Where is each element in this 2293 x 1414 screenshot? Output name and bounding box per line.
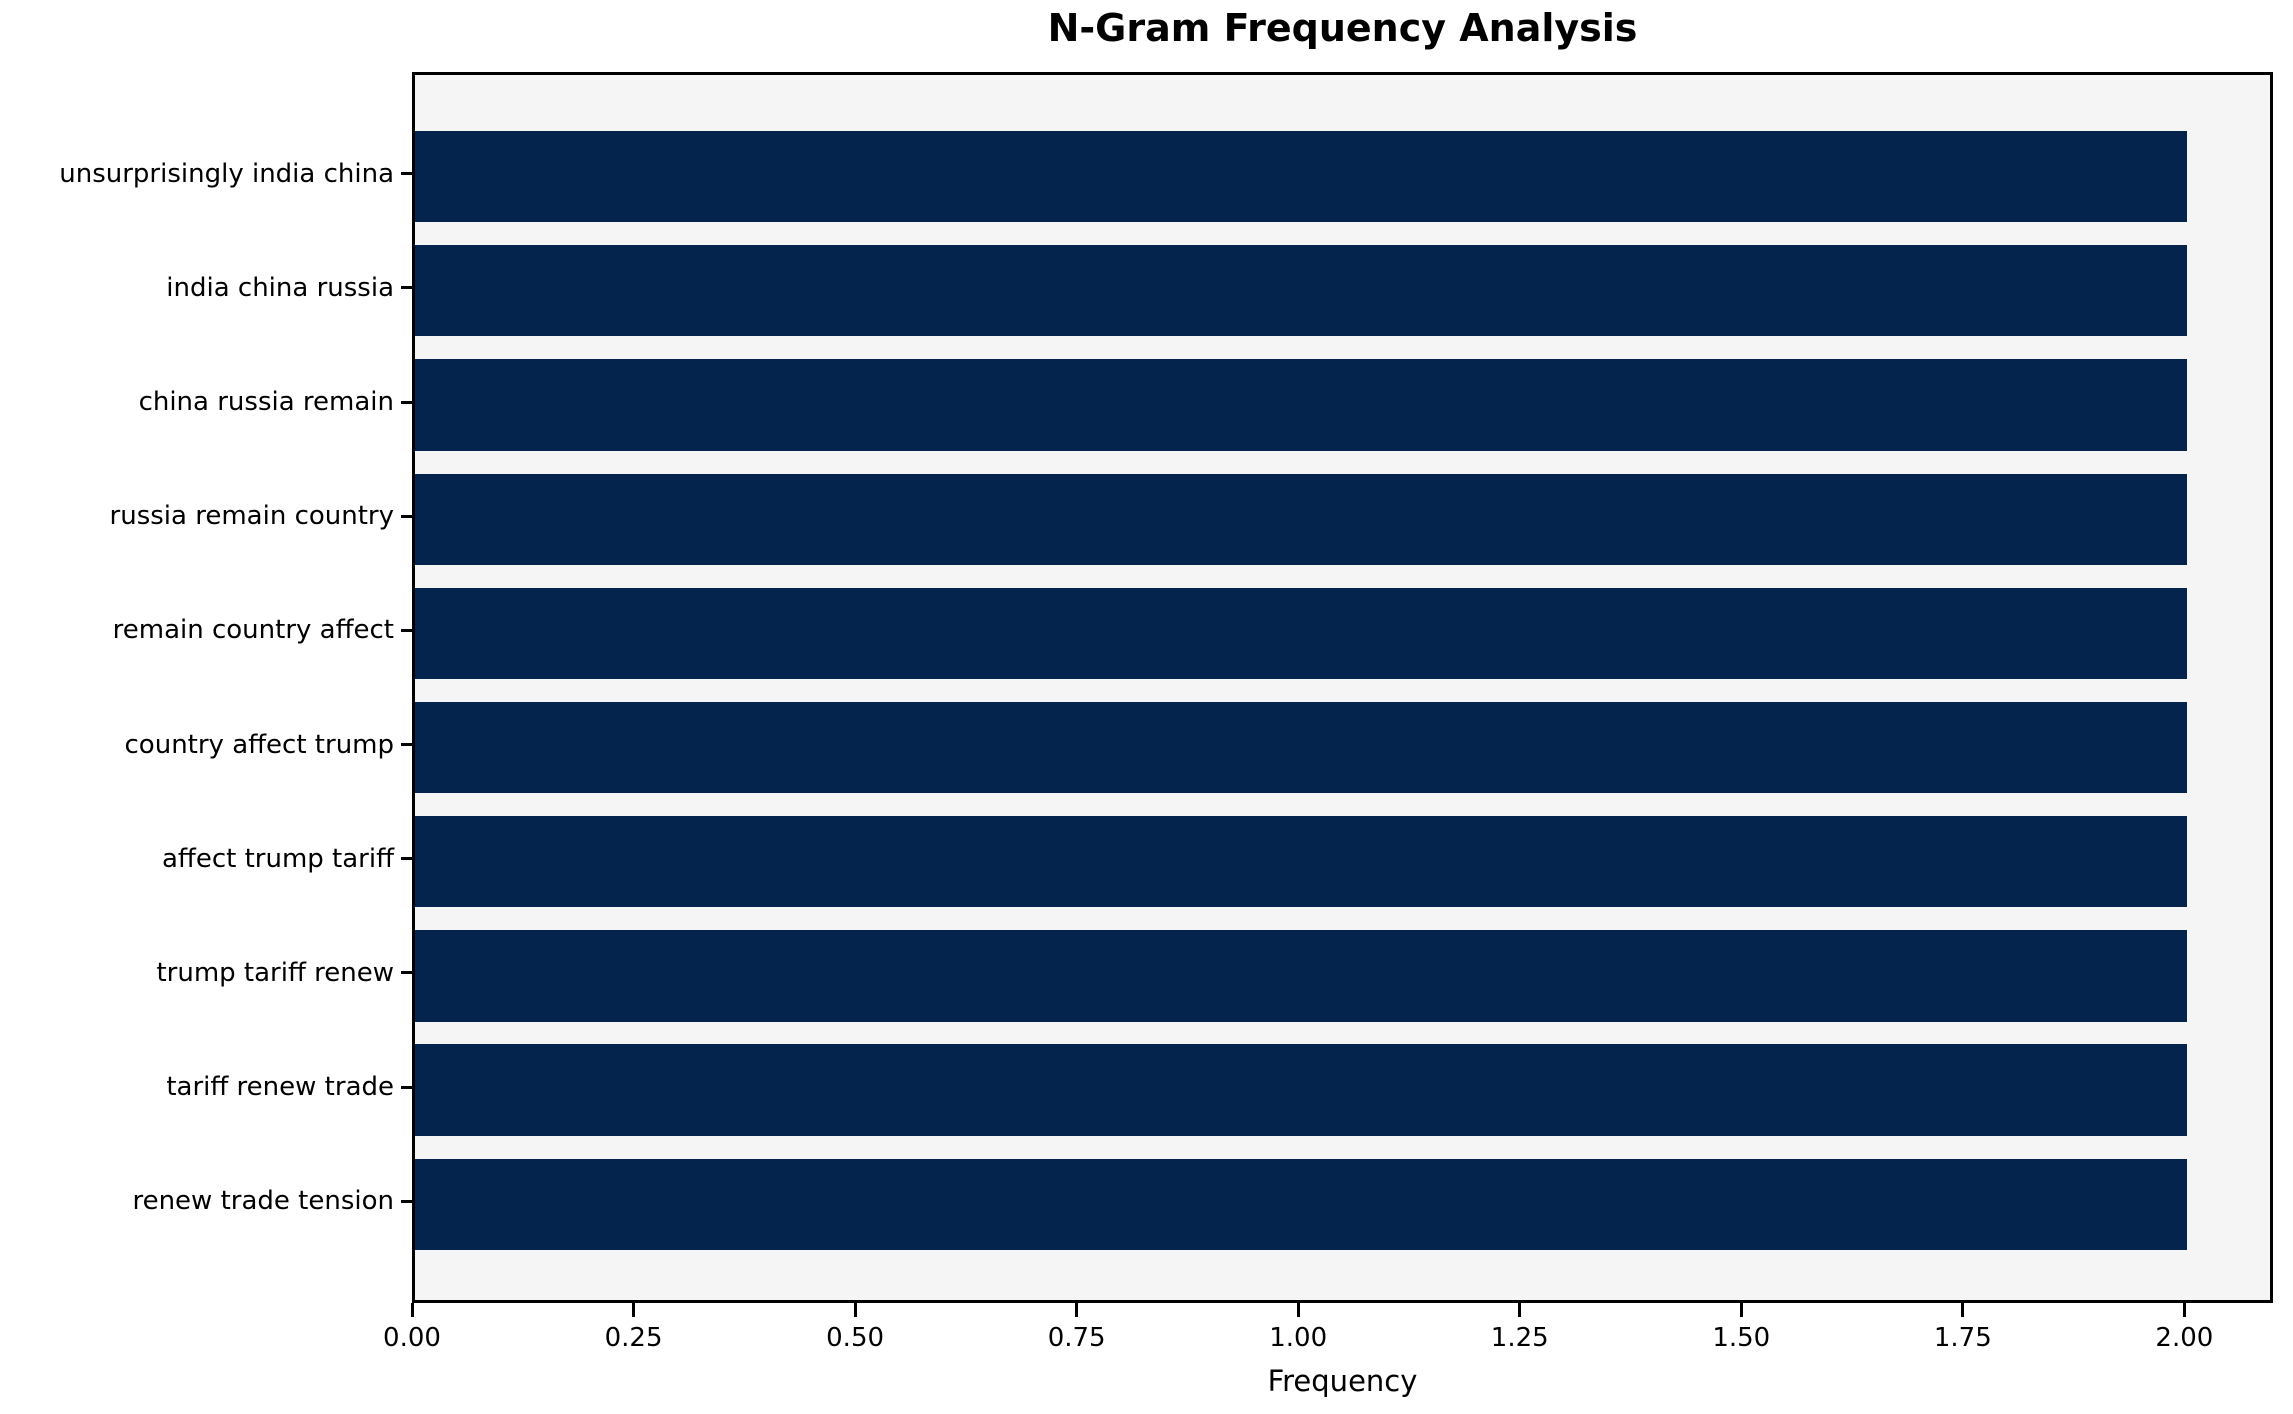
x-tick-label: 0.50 [826, 1323, 885, 1353]
x-tick-mark [1518, 1303, 1522, 1317]
x-tick-mark [1739, 1303, 1743, 1317]
x-tick-label: 1.50 [1712, 1323, 1771, 1353]
y-tick-label: renew trade tension [132, 1186, 394, 1217]
bar [415, 130, 2188, 223]
bar [415, 359, 2188, 451]
x-tick-mark [1075, 1303, 1079, 1317]
y-tick-mark [401, 1085, 412, 1089]
y-tick-mark [401, 857, 412, 861]
x-tick-mark [853, 1303, 857, 1317]
x-tick-label: 0.25 [604, 1323, 663, 1353]
bar [415, 587, 2188, 680]
bar [415, 930, 2188, 1022]
y-tick-mark [401, 628, 412, 632]
x-tick-mark [2182, 1303, 2186, 1317]
y-tick-label: india china russia [166, 272, 394, 303]
bar [415, 473, 2188, 565]
x-tick-label: 0.00 [383, 1323, 441, 1353]
y-tick-mark [401, 971, 412, 975]
y-tick-label: china russia remain [138, 387, 394, 418]
x-tick-mark [632, 1303, 636, 1317]
x-tick-mark [410, 1303, 414, 1317]
y-tick-label: affect trump tariff [161, 843, 394, 874]
y-tick-label: country affect trump [124, 729, 394, 760]
y-tick-label: trump tariff renew [156, 957, 394, 988]
bar [415, 1044, 2188, 1136]
bar [415, 701, 2188, 794]
y-tick-label: remain country affect [112, 615, 394, 646]
bar [415, 245, 2188, 337]
y-tick-label: tariff renew trade [166, 1072, 394, 1103]
y-tick-label: unsurprisingly india china [59, 158, 394, 189]
x-tick-label: 1.25 [1490, 1323, 1549, 1353]
y-tick-mark [401, 172, 412, 176]
x-tick-mark [1296, 1303, 1300, 1317]
y-tick-label: russia remain country [109, 501, 394, 532]
y-tick-mark [401, 286, 412, 290]
x-axis-title: Frequency [1267, 1364, 1418, 1398]
plot-area [412, 72, 2273, 1303]
y-tick-mark [401, 1199, 412, 1203]
x-tick-label: 2.00 [2155, 1323, 2214, 1353]
y-tick-mark [401, 743, 412, 747]
bar [415, 1158, 2188, 1251]
y-tick-mark [401, 400, 412, 404]
x-tick-label: 1.75 [1933, 1323, 1992, 1353]
x-tick-label: 0.75 [1047, 1323, 1106, 1353]
bar [415, 816, 2188, 908]
y-tick-mark [401, 514, 412, 518]
x-tick-mark [1961, 1303, 1965, 1317]
x-tick-label: 1.00 [1269, 1323, 1328, 1353]
chart-title: N-Gram Frequency Analysis [1047, 6, 1638, 50]
